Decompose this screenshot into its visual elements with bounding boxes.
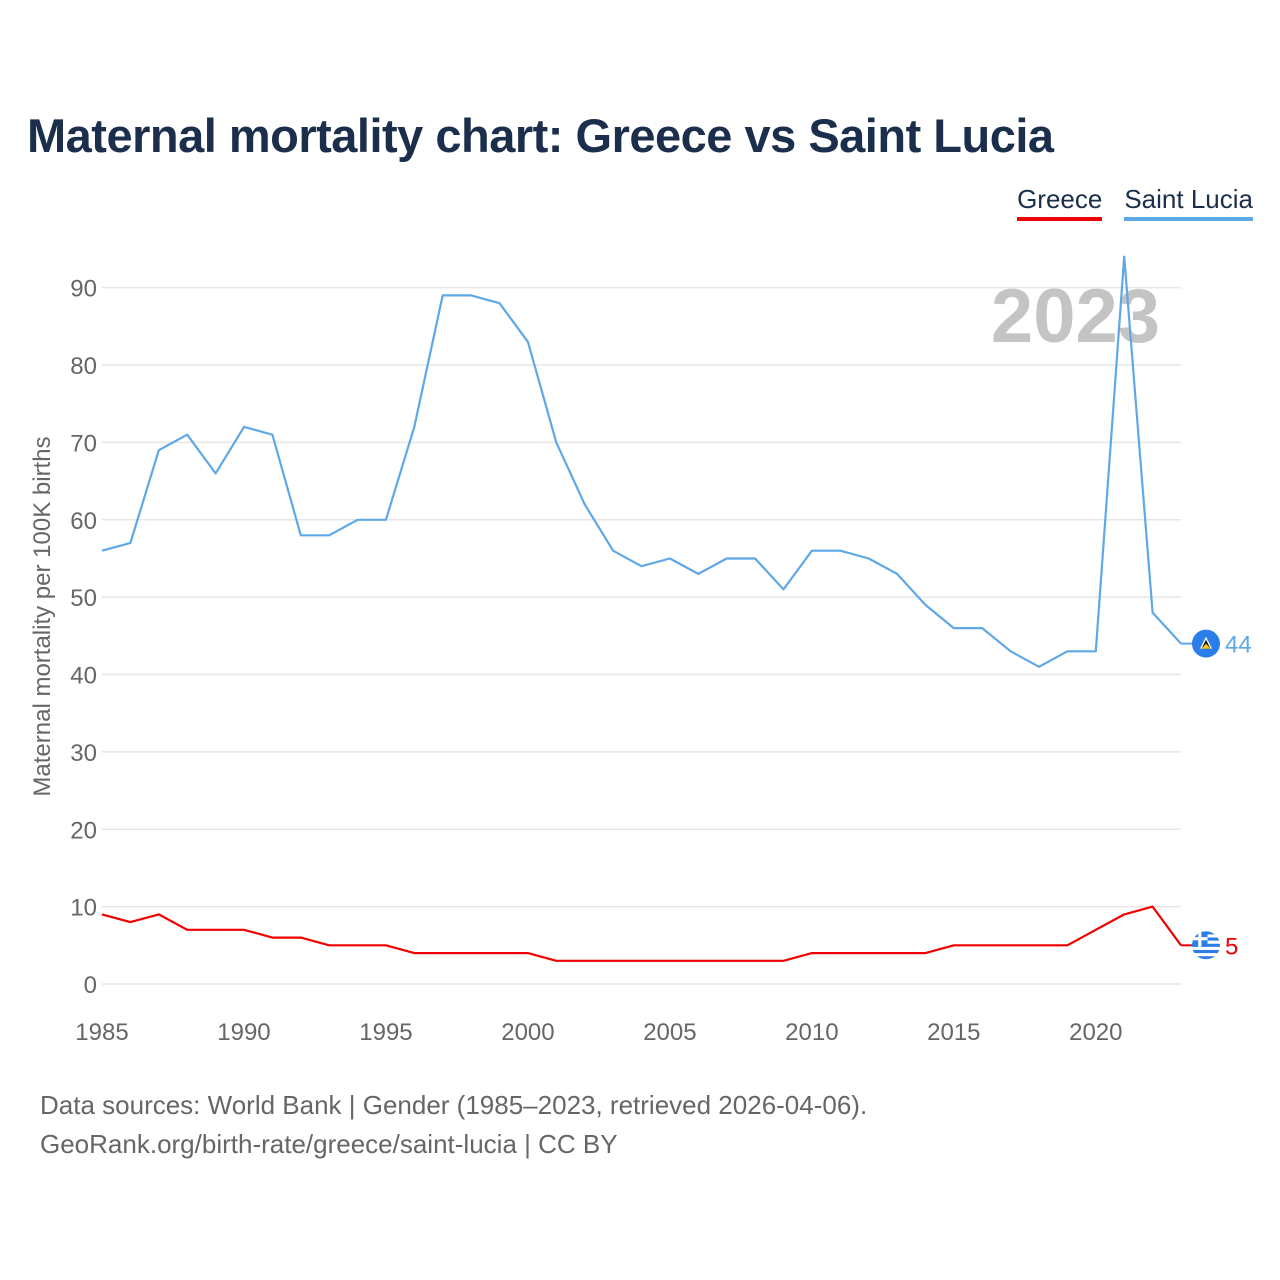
end-value-label-saint-lucia: 44 <box>1225 632 1252 659</box>
legend-item-saint-lucia[interactable]: Saint Lucia <box>1124 184 1253 221</box>
source-link[interactable]: GeoRank.org/birth-rate/greece/saint-luci… <box>40 1129 618 1159</box>
end-value-label-greece: 5 <box>1225 933 1238 960</box>
y-axis-label: Maternal mortality per 100K births <box>29 436 56 796</box>
x-tick-label: 2005 <box>643 1019 696 1046</box>
y-tick-label: 10 <box>70 895 97 922</box>
x-tick-label: 2010 <box>785 1019 838 1046</box>
year-watermark: 2023 <box>991 274 1160 359</box>
series-line-greece <box>101 905 1182 962</box>
flag-stripe <box>1192 949 1220 954</box>
footer: Data sources: World Bank | Gender (1985–… <box>40 1086 867 1164</box>
saint-lucia-flag-icon <box>1192 629 1220 658</box>
y-tick-label: 50 <box>70 585 97 612</box>
y-tick-label: 30 <box>70 740 97 767</box>
flag-stripe <box>1192 956 1220 960</box>
y-tick-label: 60 <box>70 508 97 535</box>
x-tick-label: 2020 <box>1069 1019 1122 1046</box>
x-tick-label: 1985 <box>75 1019 128 1046</box>
flag-triangle-inner <box>1201 643 1211 649</box>
flag-body <box>1192 931 1220 960</box>
y-tick-label: 80 <box>70 353 97 380</box>
x-tick-label: 1990 <box>217 1019 270 1046</box>
y-tick-label: 40 <box>70 663 97 690</box>
flag-cross-v <box>1198 931 1202 947</box>
series-line-saint-lucia <box>101 255 1182 668</box>
x-tick-label: 1995 <box>359 1019 412 1046</box>
y-tick-label: 0 <box>84 972 97 999</box>
x-tick-label: 2000 <box>501 1019 554 1046</box>
y-tick-label: 70 <box>70 430 97 457</box>
legend: Greece Saint Lucia <box>1017 184 1253 221</box>
x-tick-label: 2015 <box>927 1019 980 1046</box>
data-sources-note: Data sources: World Bank | Gender (1985–… <box>40 1090 868 1120</box>
chart-title: Maternal mortality chart: Greece vs Sain… <box>27 109 1054 162</box>
y-tick-label: 20 <box>70 817 97 844</box>
greece-flag-icon <box>1192 931 1220 960</box>
y-tick-label: 90 <box>70 276 97 303</box>
legend-item-greece[interactable]: Greece <box>1017 184 1103 221</box>
